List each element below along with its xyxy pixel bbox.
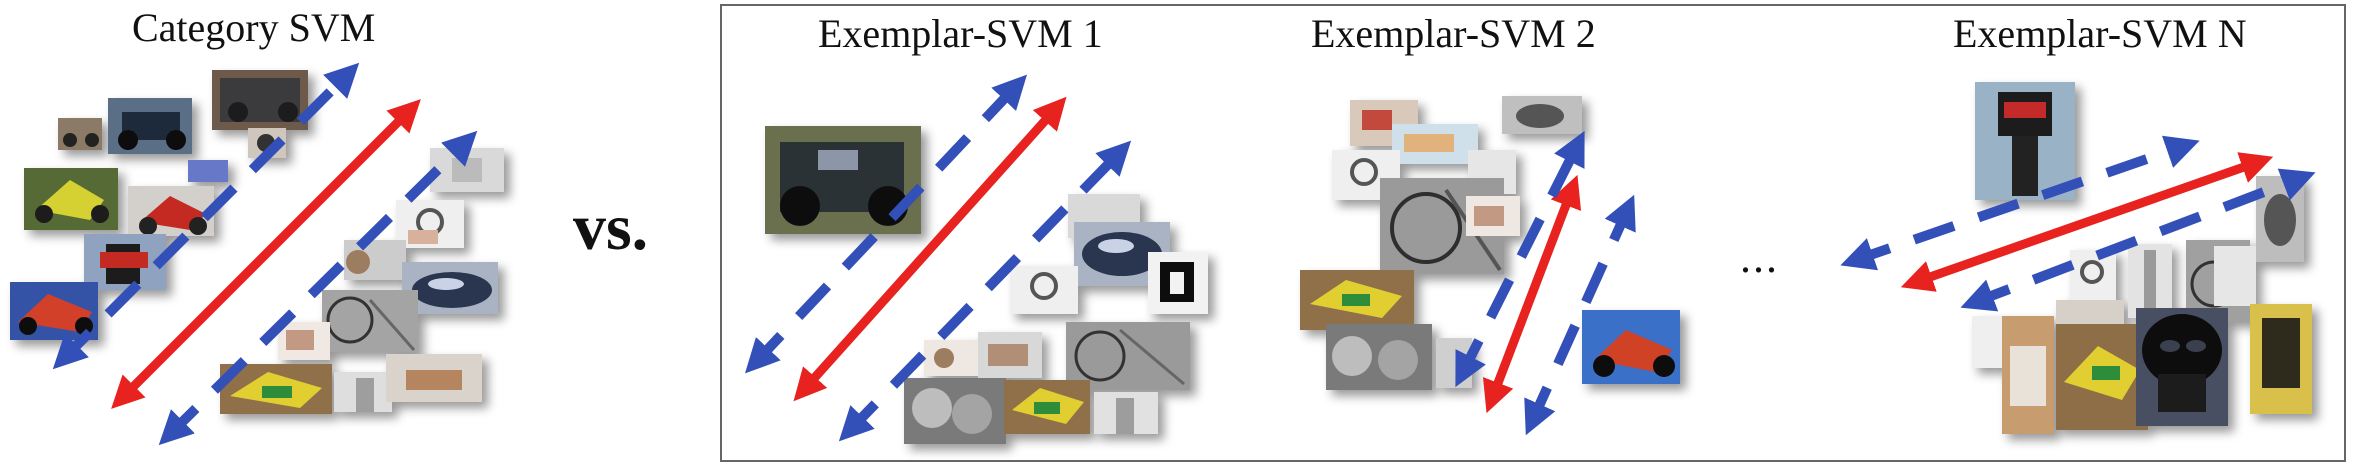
thumbnail-building-icon	[334, 372, 392, 412]
thumbnail-helmet-icon	[2256, 176, 2304, 262]
negative-margin-arrow	[1455, 130, 1585, 388]
thumbnail-balls-icon	[1326, 324, 1432, 390]
ellipsis: ...	[1740, 233, 1779, 282]
thumbnail-bicycle-icon	[2056, 324, 2148, 430]
exemplar-svm-1-title: Exemplar-SVM 1	[818, 11, 1103, 56]
positive-margin-arrow	[158, 130, 478, 446]
thumbnail-abstract-icon	[2002, 316, 2054, 434]
thumbnail-bicycle-icon	[1066, 322, 1190, 390]
thumbnail-building-icon	[1148, 252, 1208, 314]
thumbnail-building-icon	[2128, 244, 2172, 318]
thumbnail-motorbike-icon	[58, 118, 102, 150]
thumbnail-motorbike-icon	[1582, 310, 1680, 384]
thumbnail-person-icon	[2250, 304, 2312, 414]
exemplar-rider-icon	[1975, 82, 2075, 200]
thumbnail-scene-icon	[430, 148, 504, 192]
thumbnail-balls-icon	[904, 378, 1006, 444]
exemplar-svm-2-title: Exemplar-SVM 2	[1311, 11, 1596, 56]
image-thumbnails	[1300, 96, 1680, 390]
thumbnail-person-icon	[1392, 124, 1478, 164]
category-svm-panel	[10, 62, 504, 446]
thumbnail-helmet-icon	[1502, 96, 1582, 134]
thumbnail-bicycle-icon	[1300, 270, 1414, 330]
thumbnail-bicycle-icon	[322, 290, 418, 352]
image-thumbnails	[10, 70, 504, 414]
exemplar-svm-n-title: Exemplar-SVM N	[1953, 11, 2247, 56]
exemplar-svm-n-panel	[1840, 82, 2316, 434]
thumbnail-motorbike-icon	[24, 168, 118, 230]
thumbnail-building-icon	[2214, 246, 2256, 306]
exemplar-svm-1-panel	[744, 74, 1208, 444]
thumbnail-motorbike-icon	[108, 98, 192, 154]
vs-label: vs.	[573, 191, 649, 264]
thumbnail-bicycle-icon	[1004, 380, 1090, 434]
positive-margin-arrow	[1524, 194, 1636, 436]
thumbnail-hand-icon	[924, 340, 980, 376]
thumbnail-hand-icon	[1466, 196, 1520, 236]
thumbnail-motorbike-icon	[188, 160, 228, 182]
category-svm-title: Category SVM	[132, 5, 376, 50]
thumbnail-abstract-icon	[978, 332, 1042, 378]
thumbnail-hand-icon	[2070, 250, 2116, 300]
positive-margin-arrow	[1960, 168, 2316, 312]
exemplar-svm-frame	[720, 4, 2346, 462]
image-thumbnails	[1972, 82, 2312, 434]
exemplar-svm-2-panel	[1300, 96, 1680, 436]
thumbnail-hand-icon	[396, 200, 464, 248]
thumbnail-abstract-icon	[344, 240, 406, 280]
thumbnail-darth-vader-icon	[2136, 308, 2228, 426]
thumbnail-hand-icon	[386, 354, 482, 402]
thumbnail-hand-icon	[278, 322, 330, 360]
negative-margin-arrow	[1840, 135, 2200, 271]
thumbnail-hand-icon	[1010, 266, 1078, 314]
thumbnail-motorbike-icon	[128, 186, 214, 236]
thumbnail-building-icon	[1094, 392, 1158, 434]
thumbnail-motorbike-icon	[212, 70, 308, 130]
